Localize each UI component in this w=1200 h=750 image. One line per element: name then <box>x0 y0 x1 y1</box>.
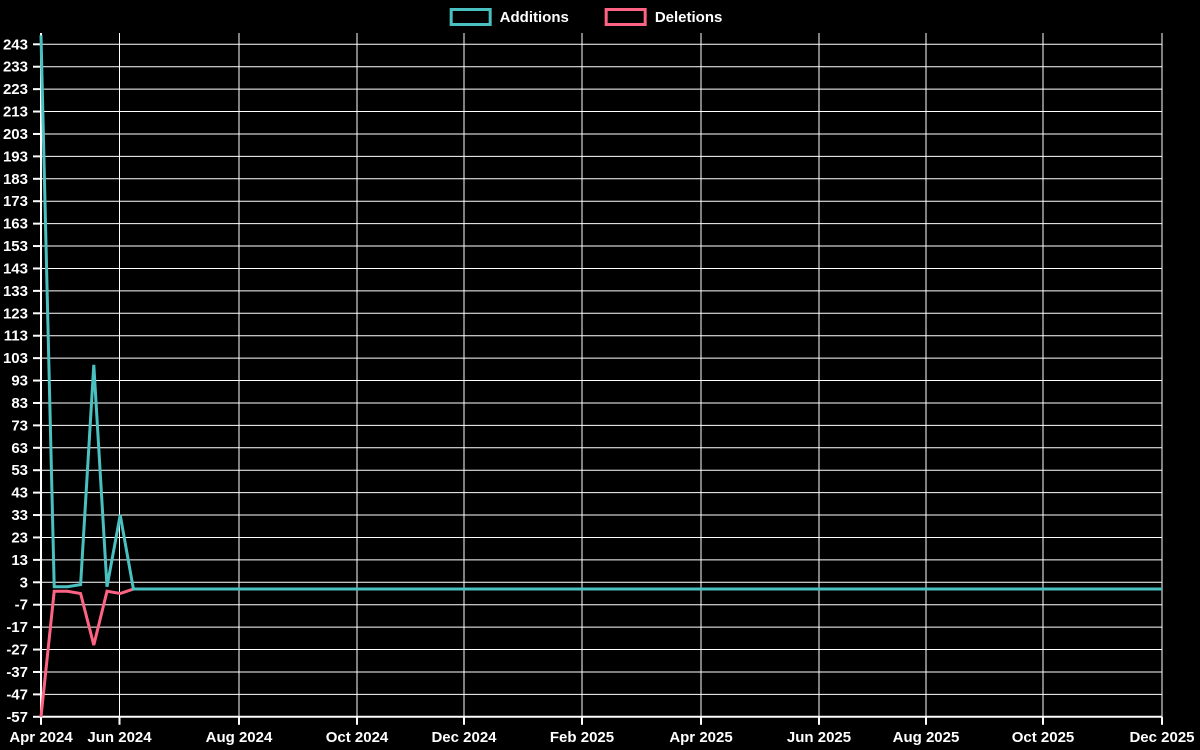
x-tick-label: Aug 2024 <box>206 729 273 746</box>
y-tick-label: 53 <box>11 462 28 479</box>
y-tick-label: 153 <box>3 238 28 255</box>
additions-line <box>39 35 1162 591</box>
y-tick-label: 93 <box>11 373 28 390</box>
x-tick-label: Oct 2024 <box>326 729 389 746</box>
y-tick-label: 193 <box>3 148 28 165</box>
y-tick-label: 213 <box>3 104 28 121</box>
y-tick-label: 73 <box>11 417 28 434</box>
y-tick-label: 33 <box>11 507 28 524</box>
x-tick-label: Dec 2024 <box>431 729 497 746</box>
y-tick-label: 223 <box>3 81 28 98</box>
deletions-legend-label: Deletions <box>654 8 723 26</box>
additions-legend-swatch <box>449 8 492 26</box>
y-tick-label: 243 <box>3 36 28 53</box>
y-tick-label: 173 <box>3 193 28 210</box>
additions-legend-label: Additions <box>499 8 569 26</box>
y-tick-label: 123 <box>3 305 28 322</box>
y-tick-label: 203 <box>3 126 28 143</box>
x-tick-label: Dec 2025 <box>1129 729 1194 746</box>
x-tick-label: Apr 2024 <box>9 729 73 746</box>
legend-item-deletions[interactable]: Deletions <box>604 8 723 26</box>
y-tick-label: -47 <box>6 686 28 703</box>
y-tick-label: 23 <box>11 529 28 546</box>
y-tick-label: 233 <box>3 59 28 76</box>
y-tick-label: -7 <box>15 597 28 614</box>
x-tick-label: Apr 2025 <box>669 729 732 746</box>
y-tick-label: 143 <box>3 260 28 277</box>
chart-legend: Additions Deletions <box>449 8 723 26</box>
y-tick-label: 103 <box>3 350 28 367</box>
x-tick-label: Jun 2024 <box>87 729 152 746</box>
y-tick-label: 43 <box>11 485 28 502</box>
x-tick-label: Oct 2025 <box>1012 729 1075 746</box>
y-tick-label: 163 <box>3 216 28 233</box>
y-tick-label: -27 <box>6 642 28 659</box>
y-tick-label: 13 <box>11 552 28 569</box>
x-tick-label: Feb 2025 <box>550 729 614 746</box>
x-tick-label: Aug 2025 <box>893 729 960 746</box>
deletions-line <box>39 587 1162 717</box>
y-tick-label: 133 <box>3 283 28 300</box>
y-tick-label: 63 <box>11 440 28 457</box>
legend-item-additions[interactable]: Additions <box>449 8 569 26</box>
y-tick-label: -17 <box>6 619 28 636</box>
y-tick-label: 113 <box>4 328 28 345</box>
deletions-legend-swatch <box>604 8 647 26</box>
x-tick-label: Jun 2025 <box>787 729 851 746</box>
y-tick-label: -57 <box>6 709 28 726</box>
y-tick-label: 3 <box>20 574 28 591</box>
y-tick-label: -37 <box>6 664 28 681</box>
y-tick-label: 183 <box>3 171 28 188</box>
y-tick-label: 83 <box>11 395 28 412</box>
